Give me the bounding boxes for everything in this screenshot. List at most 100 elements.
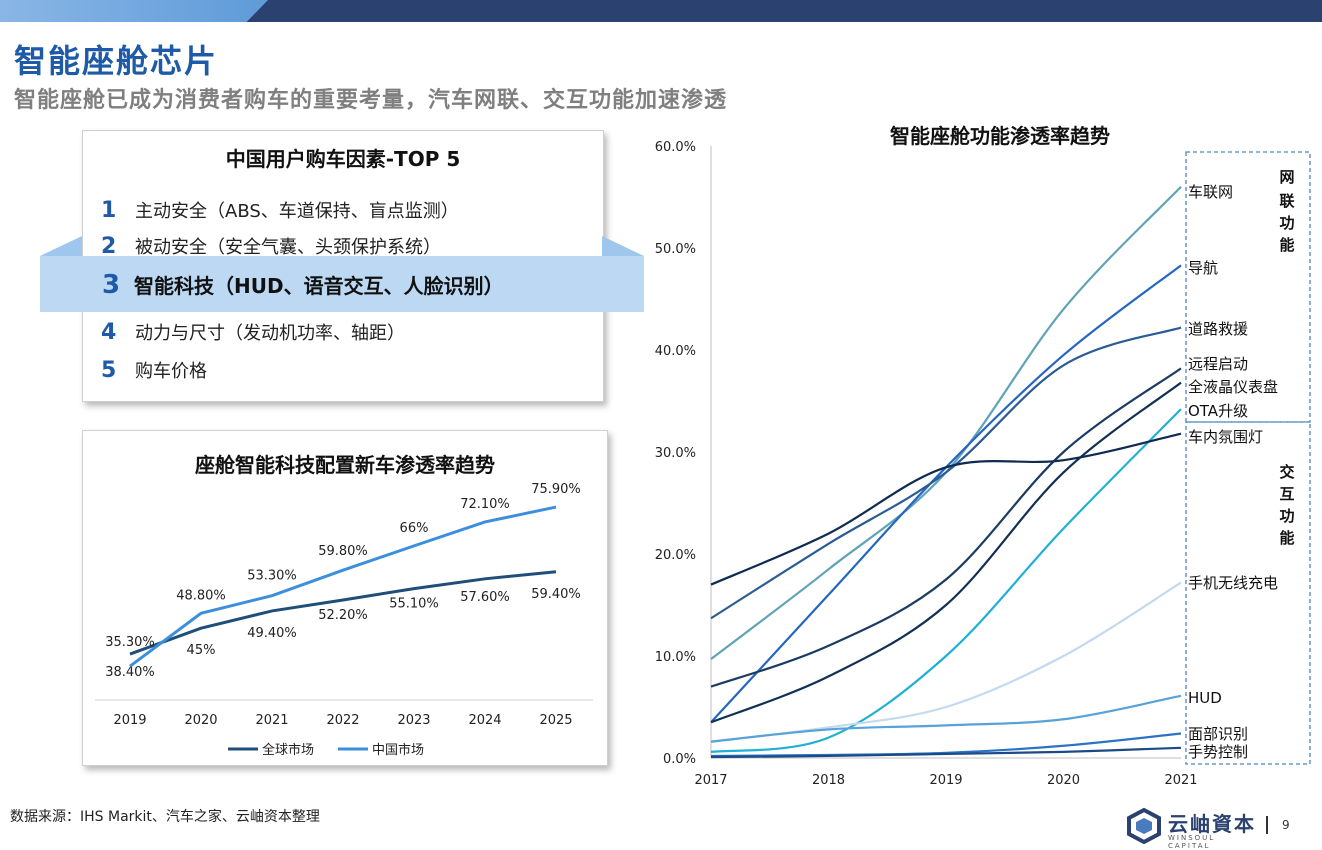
data-label: 49.40% <box>247 626 297 641</box>
data-label: 53.30% <box>247 569 297 584</box>
series-label: 车联网 <box>1188 183 1233 201</box>
x-tick-label: 2024 <box>468 713 501 728</box>
data-source-note: 数据来源：IHS Markit、汽车之家、云岫资本整理 <box>10 809 320 825</box>
data-label: 35.30% <box>105 635 155 650</box>
y-tick-label: 10.0% <box>655 650 696 665</box>
series-label: 手势控制 <box>1188 743 1248 761</box>
series-line-车内氛围灯 <box>710 432 1182 586</box>
group-label-char: 能 <box>1279 529 1294 547</box>
page-separator <box>1266 816 1268 834</box>
penetration-chart: 2019 2020 2021 2022 2023 2024 2025 38.40% 45% 49.… <box>95 482 593 758</box>
group-label-char: 联 <box>1279 192 1295 210</box>
x-tick-label: 2023 <box>397 713 430 728</box>
factor-item-1: 1 主动安全（ABS、车道保持、盲点监测） <box>101 197 459 223</box>
series-line-HUD <box>710 694 1182 743</box>
series-line-全液晶仪表盘 <box>710 381 1182 724</box>
group-box-network <box>1185 151 1311 423</box>
page-title: 智能座舱芯片 <box>14 42 219 80</box>
chart2-title: 座舱智能科技配置新车渗透率趋势 <box>195 453 495 477</box>
factor-num: 1 <box>101 198 117 223</box>
series-label: OTA升级 <box>1188 402 1248 420</box>
data-label: 45% <box>187 643 216 658</box>
y-tick-label: 40.0% <box>655 344 696 359</box>
y-tick-label: 30.0% <box>655 446 696 461</box>
factor-item-2: 2 被动安全（安全气囊、头颈保护系统） <box>101 233 441 259</box>
factor-num: 3 <box>102 270 121 300</box>
series-line-中国市场 <box>129 505 557 668</box>
factor-num: 4 <box>101 320 117 345</box>
factor-item-3: 3 智能科技（HUD、语音交互、人脸识别） <box>102 270 504 300</box>
y-tick-label: 20.0% <box>655 548 696 563</box>
series-line-导航 <box>710 264 1182 724</box>
series-label: 全液晶仪表盘 <box>1188 378 1278 396</box>
company-logo: 云岫資本 WINSOUL CAPITAL <box>1126 806 1256 850</box>
group-label-char: 交 <box>1279 463 1294 481</box>
x-tick-label: 2019 <box>929 773 962 788</box>
x-tick-label: 2021 <box>255 713 288 728</box>
data-label: 55.10% <box>389 597 439 612</box>
data-label: 57.60% <box>460 590 510 605</box>
group-box-interaction <box>1185 421 1311 765</box>
factor-num: 5 <box>101 358 117 383</box>
factor-item-5: 5 购车价格 <box>101 357 207 383</box>
highlight-wedge-right <box>602 236 644 256</box>
data-label: 48.80% <box>176 588 226 603</box>
penetration-chart-panel: 座舱智能科技配置新车渗透率趋势 2019 2020 2021 2022 2023 2024… <box>82 430 608 766</box>
legend-label: 全球市场 <box>262 742 314 758</box>
factor-num: 2 <box>101 234 117 259</box>
series-line-远程启动 <box>710 367 1182 688</box>
factor-label: 被动安全（安全气囊、头颈保护系统） <box>135 237 441 258</box>
data-label: 52.20% <box>318 608 368 623</box>
series-label: 手机无线充电 <box>1188 574 1278 592</box>
series-label: 导航 <box>1188 259 1218 277</box>
series-line-手势控制 <box>710 746 1182 759</box>
y-tick-label: 50.0% <box>655 242 696 257</box>
x-tick-label: 2020 <box>1047 773 1080 788</box>
data-label: 59.40% <box>531 587 581 602</box>
logo-subtitle: WINSOUL CAPITAL <box>1168 834 1216 850</box>
data-label: 38.40% <box>105 665 155 680</box>
factor-label: 主动安全（ABS、车道保持、盲点监测） <box>135 201 459 222</box>
series-label: 车内氛围灯 <box>1188 428 1263 446</box>
y-tick-label: 0.0% <box>663 752 696 767</box>
data-label: 66% <box>400 521 429 536</box>
series-line-面部识别 <box>710 732 1182 758</box>
group-label-char: 互 <box>1279 485 1294 503</box>
y-tick-label: 60.0% <box>655 140 696 155</box>
factor-label: 购车价格 <box>135 361 207 382</box>
group-label-char: 网 <box>1279 168 1294 186</box>
x-tick-label: 2021 <box>1164 773 1197 788</box>
x-tick-label: 2019 <box>113 713 146 728</box>
x-tick-label: 2017 <box>694 773 727 788</box>
series-line-车联网 <box>710 186 1182 660</box>
factor-label: 智能科技（HUD、语音交互、人脸识别） <box>134 274 504 298</box>
main-chart-title: 智能座舱功能渗透率趋势 <box>890 124 1110 148</box>
series-label: 道路救援 <box>1188 320 1248 338</box>
group-label-char: 功 <box>1279 507 1294 525</box>
series-line-OTA升级 <box>710 408 1182 753</box>
series-label: 面部识别 <box>1188 725 1248 743</box>
x-tick-label: 2018 <box>812 773 845 788</box>
series-line-全球市场 <box>129 570 557 656</box>
x-tick-label: 2025 <box>539 713 572 728</box>
data-label: 59.80% <box>318 544 368 559</box>
highlight-wedge-left <box>40 236 82 256</box>
legend-label: 中国市场 <box>372 742 424 758</box>
series-label: HUD <box>1188 689 1222 707</box>
series-line-道路救援 <box>710 326 1182 620</box>
group-label-char: 功 <box>1279 214 1294 232</box>
logo-name: 云岫資本 <box>1168 812 1256 836</box>
page-number: 9 <box>1282 818 1290 832</box>
factor-label: 动力与尺寸（发动机功率、轴距） <box>135 323 405 344</box>
series-line-手机无线充电 <box>710 581 1182 743</box>
group-label-char: 能 <box>1279 236 1294 254</box>
page-subtitle: 智能座舱已成为消费者购车的重要考量，汽车网联、交互功能加速渗透 <box>14 88 728 113</box>
factor-item-4: 4 动力与尺寸（发动机功率、轴距） <box>101 319 405 345</box>
series-label: 远程启动 <box>1188 355 1248 373</box>
data-label: 75.90% <box>531 482 581 497</box>
top-bar-accent <box>0 0 268 22</box>
data-label: 72.10% <box>460 497 510 512</box>
logo-mark-icon <box>1127 808 1161 844</box>
factor-highlight-bar <box>40 256 644 312</box>
top-bar <box>0 0 1322 22</box>
